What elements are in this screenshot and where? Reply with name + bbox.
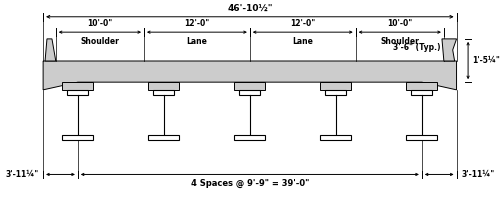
Polygon shape xyxy=(325,90,346,95)
Polygon shape xyxy=(148,82,179,90)
Polygon shape xyxy=(67,90,88,95)
Text: Lane: Lane xyxy=(292,37,313,46)
Polygon shape xyxy=(62,135,93,140)
Text: Shoulder: Shoulder xyxy=(380,37,418,46)
Text: Shoulder: Shoulder xyxy=(80,37,119,46)
Polygon shape xyxy=(320,135,351,140)
Polygon shape xyxy=(406,135,436,140)
Text: 10'-0": 10'-0" xyxy=(87,19,112,28)
Polygon shape xyxy=(45,39,56,61)
Text: Lane: Lane xyxy=(186,37,207,46)
Polygon shape xyxy=(153,90,174,95)
Text: 12'-0": 12'-0" xyxy=(290,19,315,28)
Text: 12'-0": 12'-0" xyxy=(184,19,209,28)
Text: 4 Spaces @ 9'-9" = 39'-0": 4 Spaces @ 9'-9" = 39'-0" xyxy=(190,179,309,188)
Polygon shape xyxy=(43,61,455,90)
Polygon shape xyxy=(62,82,93,90)
Text: 46'-10½": 46'-10½" xyxy=(226,4,272,13)
Polygon shape xyxy=(234,135,265,140)
Polygon shape xyxy=(406,82,436,90)
Polygon shape xyxy=(441,39,455,61)
Polygon shape xyxy=(320,82,351,90)
Text: 3'-11¼": 3'-11¼" xyxy=(460,170,493,179)
Polygon shape xyxy=(148,135,179,140)
Polygon shape xyxy=(410,90,431,95)
Text: 3'-11¼": 3'-11¼" xyxy=(5,170,38,179)
Polygon shape xyxy=(239,90,260,95)
Polygon shape xyxy=(234,82,265,90)
Text: 10'-0": 10'-0" xyxy=(386,19,412,28)
Text: 1'-5¼": 1'-5¼" xyxy=(471,56,499,65)
Text: 3'-6" (Typ.): 3'-6" (Typ.) xyxy=(392,43,440,51)
